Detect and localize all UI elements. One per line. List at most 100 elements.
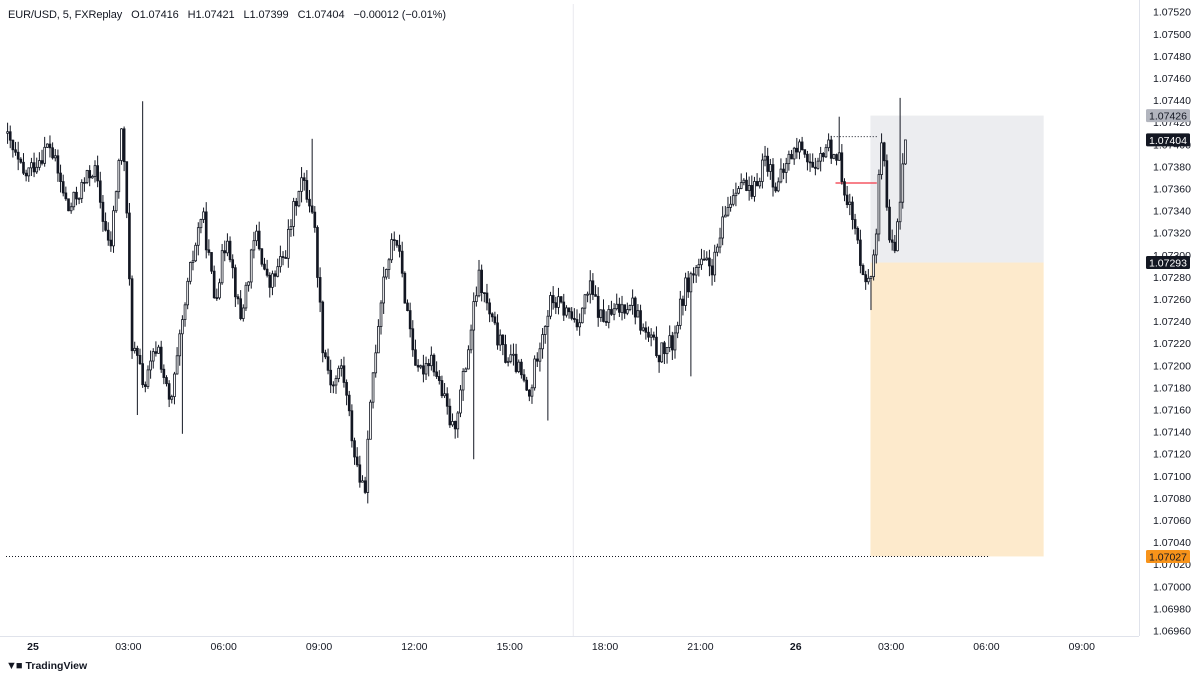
candle-body xyxy=(167,383,171,400)
candle xyxy=(665,346,669,364)
candle xyxy=(787,150,791,171)
candle-body xyxy=(91,176,94,179)
candle xyxy=(435,361,438,379)
candle-body xyxy=(541,334,544,350)
candle xyxy=(406,299,409,312)
candle-body xyxy=(337,367,340,379)
candle xyxy=(427,358,431,377)
candle xyxy=(520,358,523,379)
candle xyxy=(578,313,581,336)
candle xyxy=(543,325,547,344)
candle xyxy=(403,271,407,304)
candle xyxy=(784,157,788,184)
candle xyxy=(183,302,187,327)
candle-body xyxy=(867,277,870,283)
candle xyxy=(546,310,550,421)
price-tag: 1.07404 xyxy=(1146,133,1190,147)
candle xyxy=(56,149,60,182)
candle xyxy=(212,265,216,299)
candle-body xyxy=(464,368,468,372)
candle xyxy=(234,264,237,307)
candle-body xyxy=(747,185,751,191)
candle xyxy=(432,353,436,377)
candle-body xyxy=(694,267,698,276)
candle xyxy=(175,347,179,375)
candle xyxy=(308,189,311,213)
tradingview-brand[interactable]: ▼■ TradingView xyxy=(6,660,87,672)
candle xyxy=(631,289,634,315)
candle-body xyxy=(273,273,277,277)
candle xyxy=(366,430,370,504)
candle-body xyxy=(14,149,17,153)
candle-body xyxy=(565,307,568,316)
candle-body xyxy=(469,329,473,351)
candle-body xyxy=(808,161,812,164)
price-tick-label: 1.06960 xyxy=(1153,625,1191,637)
candle xyxy=(239,290,242,321)
candle xyxy=(281,251,285,266)
candle-body xyxy=(223,250,227,254)
candle-body xyxy=(461,371,465,391)
candle-body xyxy=(620,304,624,313)
candle-body xyxy=(112,210,115,247)
candle xyxy=(795,137,799,159)
low-value: L1.07399 xyxy=(243,9,289,21)
candle xyxy=(475,286,478,307)
candle-body xyxy=(162,368,166,378)
candle-body xyxy=(88,170,92,179)
candle-body xyxy=(864,274,868,283)
candle-body xyxy=(196,227,200,246)
candle-body xyxy=(578,322,581,328)
candle xyxy=(774,182,777,193)
candle-body xyxy=(708,257,711,267)
candle-body xyxy=(734,192,738,197)
candle xyxy=(358,455,362,488)
candle-body xyxy=(279,256,282,268)
candle xyxy=(485,283,489,311)
candle xyxy=(411,320,415,357)
candle xyxy=(792,146,796,165)
candle-body xyxy=(366,438,370,493)
candle xyxy=(816,157,820,170)
candle-body xyxy=(636,310,640,318)
candle-body xyxy=(705,257,709,261)
candle xyxy=(835,153,838,166)
candle xyxy=(625,302,629,316)
candle-body xyxy=(655,336,658,356)
candle xyxy=(686,271,690,298)
candle xyxy=(104,212,107,232)
candle xyxy=(575,309,579,331)
candle xyxy=(400,241,404,278)
change-value: −0.00012 (−0.01%) xyxy=(353,9,446,21)
candle-body xyxy=(514,353,518,372)
candle-body xyxy=(284,257,288,259)
candle-body xyxy=(530,387,534,397)
candle-body xyxy=(877,174,881,235)
candle xyxy=(480,264,483,302)
candle-body xyxy=(379,302,383,327)
candle-body xyxy=(374,352,378,374)
candle xyxy=(782,163,785,180)
price-axis[interactable]: 1.075201.075001.074801.074601.074401.074… xyxy=(1153,7,1191,638)
candle xyxy=(77,197,81,205)
candle-body xyxy=(480,269,483,294)
candle xyxy=(215,288,219,301)
candle xyxy=(384,268,388,280)
candle xyxy=(231,254,235,279)
candle-body xyxy=(83,181,86,184)
candle xyxy=(194,242,197,263)
candle xyxy=(321,300,325,363)
candle-body xyxy=(774,186,777,192)
candle xyxy=(880,133,883,180)
time-axis[interactable]: 25 03:00 06:00 09:00 12:00 15:00 18:00 21:00 26 0… xyxy=(27,641,1095,653)
candle xyxy=(342,356,346,388)
symbol-label[interactable]: EUR/USD, 5, FXReplay xyxy=(8,9,123,21)
candle xyxy=(790,149,793,160)
candle-body xyxy=(869,276,873,279)
time-tick-label: 26 xyxy=(790,641,802,653)
candle xyxy=(498,329,502,351)
price-tick-label: 1.07520 xyxy=(1153,7,1191,19)
candle xyxy=(257,221,261,251)
candle-body xyxy=(832,154,836,159)
